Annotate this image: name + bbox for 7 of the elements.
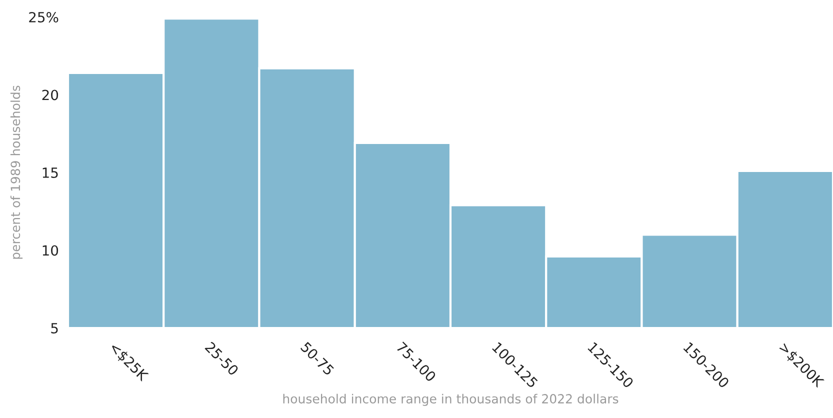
y-axis-title: percent of 1989 households [10,86,23,259]
x-axis-title: household income range in thousands of 2022 dollars [283,394,618,406]
y-tick-label: 15 [42,168,58,178]
y-tick-label: 10 [42,245,58,256]
y-tick-label: 20 [42,90,58,100]
y-tick-label: 25% [29,12,58,22]
y-tick-label: 5 [51,323,58,334]
